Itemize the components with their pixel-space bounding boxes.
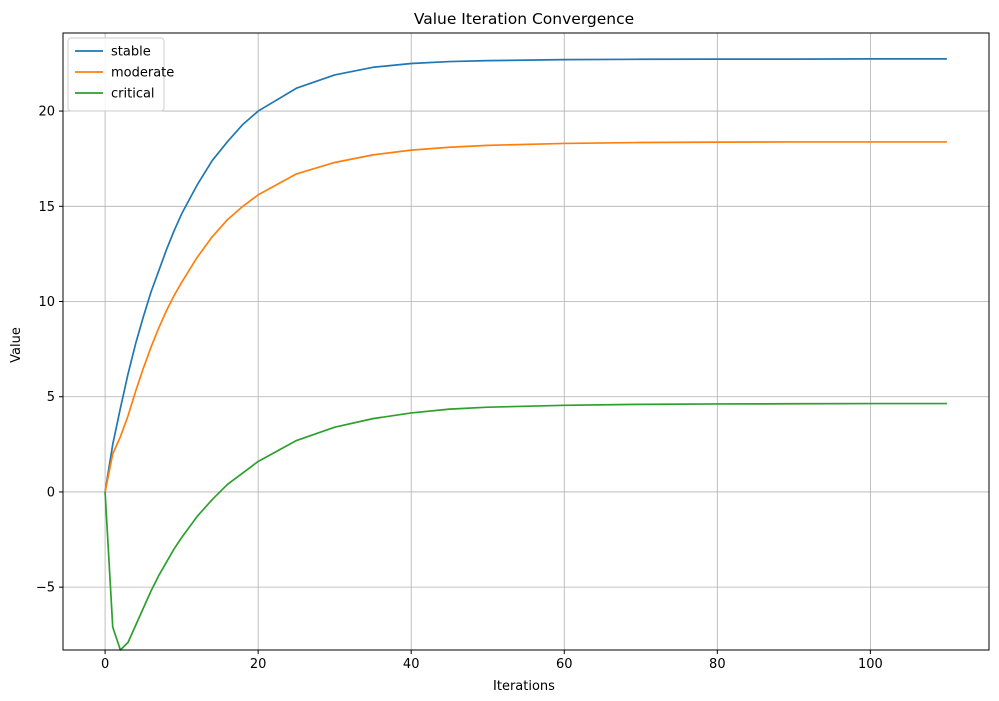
grid-lines xyxy=(63,33,989,650)
x-tick-label: 20 xyxy=(250,657,267,672)
y-tick-label: −5 xyxy=(36,581,55,596)
y-tick-label: 20 xyxy=(38,105,55,120)
x-tick-label: 100 xyxy=(858,657,883,672)
series-line-critical xyxy=(104,402,947,651)
legend-label: stable xyxy=(111,45,151,60)
legend-label: moderate xyxy=(111,66,174,81)
y-tick-label: 5 xyxy=(47,390,55,405)
y-axis: −5 0 5 10 15 20 xyxy=(36,105,63,596)
x-axis: 0 20 40 60 80 100 xyxy=(101,650,883,672)
series-line-moderate xyxy=(104,141,947,493)
legend: stable moderate critical xyxy=(67,37,174,112)
x-tick-label: 40 xyxy=(403,657,420,672)
y-tick-label: 0 xyxy=(47,485,55,500)
x-axis-label: Iterations xyxy=(493,679,555,694)
series-layer xyxy=(104,58,947,651)
legend-label: critical xyxy=(111,87,155,102)
x-tick-label: 60 xyxy=(556,657,573,672)
chart-title: Value Iteration Convergence xyxy=(414,10,634,28)
y-axis-label: Value xyxy=(9,327,24,363)
plot-frame xyxy=(62,32,990,651)
x-tick-label: 0 xyxy=(101,657,109,672)
y-tick-label: 15 xyxy=(38,200,55,215)
series-line-stable xyxy=(104,58,947,493)
x-tick-label: 80 xyxy=(709,657,726,672)
y-tick-label: 10 xyxy=(38,295,55,310)
